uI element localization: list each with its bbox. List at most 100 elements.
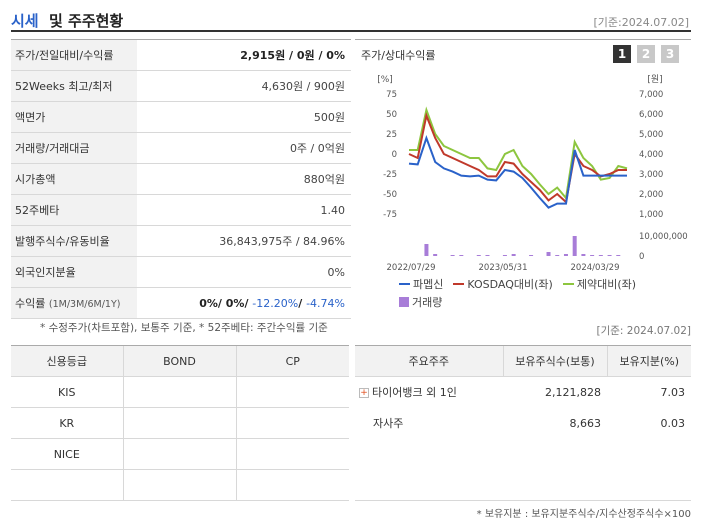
left-tick-label: -25 xyxy=(383,170,397,180)
table-row: 주가/전일대비/수익률 2,915원 / 0원 / 0% xyxy=(11,39,351,71)
row-value: 0%/ 0%/ -12.20%/ -4.74% xyxy=(137,287,351,319)
series-line xyxy=(408,112,627,204)
volume-axis-ticks: 10,000,000 0 xyxy=(639,232,688,262)
volume-bar xyxy=(598,255,603,256)
left-tick-label: -75 xyxy=(383,210,397,220)
x-tick-label: 2023/05/31 xyxy=(479,263,528,273)
volume-bar xyxy=(529,255,534,256)
volume-bar xyxy=(433,254,438,256)
shareholder-name-cell: 자사주 xyxy=(355,407,503,439)
col-header: 주요주주 xyxy=(355,345,503,377)
shareholders-table-bottom-border xyxy=(355,500,691,501)
volume-bar xyxy=(459,255,464,256)
return-6m: -12.20% xyxy=(252,296,299,310)
tab-3[interactable]: 3 xyxy=(661,45,679,63)
relative-return-chart: [%] [원] 75 50 25 0 -25 -50 -75 7,000 6,000 5,000… xyxy=(377,74,688,273)
col-header: CP xyxy=(235,345,349,377)
volume-tick-label: 10,000,000 xyxy=(639,232,688,242)
section-header: 시세 및 주주현황 [기준:2024.07.02] xyxy=(11,6,691,32)
shareholder-shares: 2,121,828 xyxy=(503,376,607,408)
return-1m: 0% xyxy=(199,296,218,310)
shareholder-pct: 7.03 xyxy=(607,376,691,408)
row-value: 880억원 xyxy=(137,163,351,195)
right-tick-label: 1,000 xyxy=(639,210,663,220)
right-tick-label: 4,000 xyxy=(639,150,663,160)
volume-tick-label: 0 xyxy=(639,252,644,262)
row-value: 2,915원 / 0원 / 0% xyxy=(137,39,351,71)
legend-item[interactable]: 제약대비(좌) xyxy=(562,276,636,292)
credit-rating-table: 신용등급 BOND CP KIS KR NICE xyxy=(11,345,349,501)
shareholder-name: 자사주 xyxy=(373,417,404,430)
tab-2[interactable]: 2 xyxy=(637,45,655,63)
right-tick-label: 5,000 xyxy=(639,130,663,140)
table-row: 거래량/거래대금 0주 / 0억원 xyxy=(11,132,351,164)
volume-bar xyxy=(476,255,481,256)
right-tick-label: 7,000 xyxy=(639,90,663,100)
left-tick-label: 50 xyxy=(386,110,397,120)
table-row: 52Weeks 최고/최저 4,630원 / 900원 xyxy=(11,70,351,102)
row-value: 0주 / 0억원 xyxy=(137,132,351,164)
legend-item[interactable]: KOSDAQ대비(좌) xyxy=(453,276,553,292)
table-row: 수익률 (1M/3M/6M/1Y) 0%/ 0%/ -12.20%/ -4.74… xyxy=(11,287,351,319)
row-label: 52주베타 xyxy=(11,194,137,226)
table-row: + 타이어뱅크 외 1인 2,121,828 7.03 xyxy=(355,376,691,408)
row-label: 거래량/거래대금 xyxy=(11,132,137,164)
price-change: 원 / 0원 / 0% xyxy=(275,49,345,62)
volume-bar xyxy=(555,255,560,256)
rating-agency: KIS xyxy=(11,376,123,408)
series-line xyxy=(409,106,628,201)
legend-label: 거래량 xyxy=(412,296,443,309)
legend-item[interactable]: 거래량 xyxy=(399,294,442,310)
right-axis-unit: [원] xyxy=(647,74,662,85)
rating-agency: KR xyxy=(11,407,123,439)
left-tick-label: 0 xyxy=(392,150,397,160)
row-label: 수익률 (1M/3M/6M/1Y) xyxy=(11,287,137,319)
row-value: 36,843,975주 / 84.96% xyxy=(137,225,351,257)
table-row: 시가총액 880억원 xyxy=(11,163,351,195)
volume-bar xyxy=(572,236,577,256)
row-label: 시가총액 xyxy=(11,163,137,195)
shareholder-name-cell: + 타이어뱅크 외 1인 xyxy=(355,376,503,408)
return-3m: 0% xyxy=(225,296,245,310)
right-tick-label: 6,000 xyxy=(639,110,663,120)
shareholder-shares: 8,663 xyxy=(503,407,607,439)
volume-bar xyxy=(581,254,586,256)
legend-item[interactable]: 파멥신 xyxy=(399,276,443,292)
return-label-sub: (1M/3M/6M/1Y) xyxy=(48,299,121,310)
x-tick-label: 2024/03/29 xyxy=(571,263,620,273)
col-header: BOND xyxy=(122,345,236,377)
volume-bars xyxy=(424,236,621,256)
left-axis-unit: [%] xyxy=(377,75,393,85)
row-label: 52Weeks 최고/최저 xyxy=(11,70,137,102)
volume-bar xyxy=(502,255,507,256)
row-label: 발행주식수/유동비율 xyxy=(11,225,137,257)
right-tick-label: 2,000 xyxy=(639,190,663,200)
left-tick-label: 75 xyxy=(386,90,397,100)
chart-panel: 주가/상대수익률 1 2 3 [%] [원] 75 50 25 0 -25 -50 -75 … xyxy=(355,39,691,314)
price-info-table: 주가/전일대비/수익률 2,915원 / 0원 / 0% 52Weeks 최고/… xyxy=(11,39,351,319)
volume-bar xyxy=(616,255,621,256)
tab-1[interactable]: 1 xyxy=(613,45,631,63)
table-row: 발행주식수/유동비율 36,843,975주 / 84.96% xyxy=(11,225,351,257)
header-title-sub: 및 주주현황 xyxy=(49,12,124,30)
col-header: 보유주식수(보통) xyxy=(502,345,607,377)
expand-plus-icon[interactable]: + xyxy=(359,388,369,398)
x-tick-label: 2022/07/29 xyxy=(387,263,436,273)
volume-bar xyxy=(563,254,568,256)
table-row: KR xyxy=(11,407,349,439)
return-1y: -4.74% xyxy=(306,296,345,310)
price-value: 2,915 xyxy=(240,49,276,62)
series-line xyxy=(408,134,627,209)
table-row: NICE xyxy=(11,438,349,470)
volume-bar xyxy=(450,255,455,256)
volume-bar xyxy=(590,255,595,256)
footnote-price: * 수정주가(차트포함), 보통주 기준, * 52주베타: 주간수익률 기준 xyxy=(40,322,328,334)
left-tick-label: -50 xyxy=(383,190,397,200)
col-header: 신용등급 xyxy=(11,345,123,377)
table-row: 액면가 500원 xyxy=(11,101,351,133)
header-date: [기준:2024.07.02] xyxy=(593,16,689,29)
rating-agency: NICE xyxy=(11,438,123,470)
table-row: 자사주 8,663 0.03 xyxy=(355,407,691,439)
return-label: 수익률 xyxy=(15,297,46,310)
table-row: 52주베타 1.40 xyxy=(11,194,351,226)
